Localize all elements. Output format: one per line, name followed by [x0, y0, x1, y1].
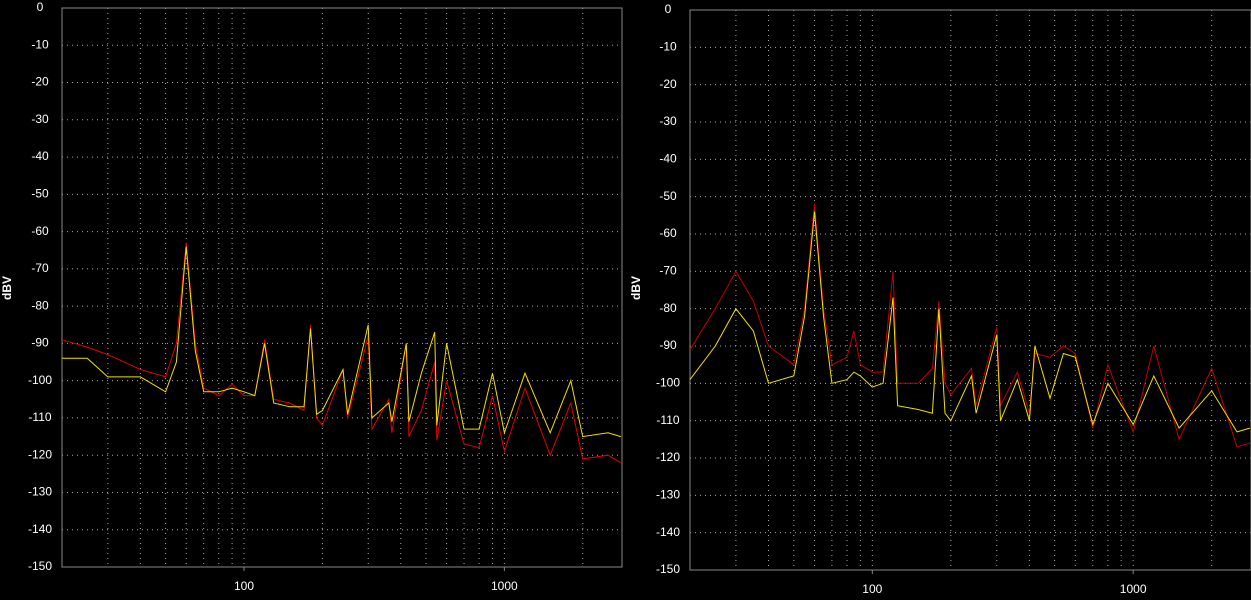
y-tick-label: -120: [656, 450, 680, 464]
y-tick-label: -10: [31, 37, 49, 51]
spectrum-line: [61, 242, 622, 464]
y-tick-label: -80: [31, 298, 49, 312]
y-tick-label: -40: [659, 152, 677, 166]
y-tick-label: -30: [659, 114, 677, 128]
y-tick-label: -50: [31, 187, 49, 201]
y-tick-label: 0: [665, 2, 672, 16]
y-tick-label: -90: [659, 338, 677, 352]
y-tick-label: -50: [659, 189, 677, 203]
y-tick-label: -110: [656, 413, 679, 427]
y-tick-label: -20: [31, 75, 49, 89]
y-tick-label: -110: [28, 410, 51, 424]
y-tick-label: -60: [659, 226, 677, 240]
y-tick-label: -20: [659, 77, 677, 91]
y-tick-label: -40: [31, 149, 49, 163]
y-tick-label: -70: [31, 261, 49, 275]
y-tick-label: -150: [28, 559, 52, 573]
spectrum-line: [689, 204, 1250, 448]
y-axis-label: dBV: [0, 276, 14, 300]
y-tick-label: -140: [28, 522, 52, 536]
y-tick-label: -150: [656, 562, 680, 576]
y-tick-label: -120: [28, 447, 52, 461]
y-axis-label: dBV: [629, 276, 643, 300]
y-tick-label: -100: [656, 376, 680, 390]
x-tick-label: 1000: [491, 579, 518, 593]
x-tick-label: 100: [234, 579, 254, 593]
plot-frame: [689, 9, 1251, 571]
x-tick-label: 1000: [1120, 582, 1147, 596]
y-tick-label: -30: [31, 112, 49, 126]
spectrum-line: [689, 211, 1250, 433]
y-tick-label: -100: [28, 373, 52, 387]
spectrum-line: [62, 246, 621, 438]
x-tick-label: 100: [862, 582, 882, 596]
y-tick-label: -60: [31, 224, 49, 238]
y-tick-label: -70: [659, 264, 677, 278]
y-tick-label: -130: [656, 488, 680, 502]
y-tick-label: -130: [28, 485, 52, 499]
y-tick-label: -90: [31, 336, 49, 350]
y-tick-label: -80: [659, 301, 677, 315]
plot-frame: [61, 7, 623, 568]
y-tick-label: 0: [37, 0, 44, 14]
y-tick-label: -140: [656, 525, 680, 539]
y-tick-label: -10: [659, 40, 677, 54]
